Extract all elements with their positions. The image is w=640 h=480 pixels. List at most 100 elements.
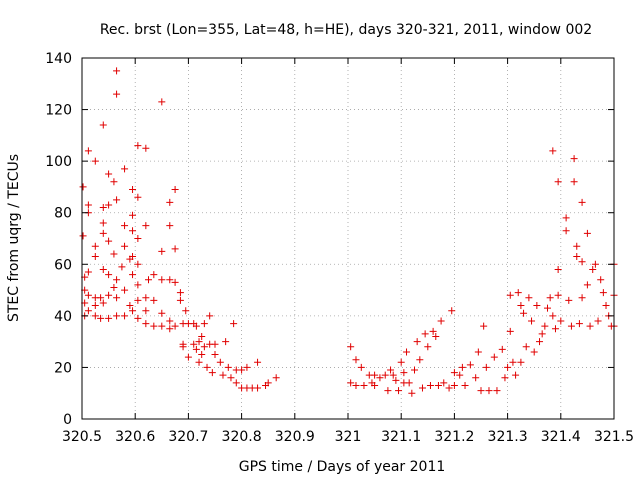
data-point [429,327,437,335]
data-point [509,358,517,366]
data-point [190,340,198,348]
data-point [536,338,544,346]
data-point [440,379,448,387]
data-point [392,376,400,384]
data-point [485,387,493,395]
data-point [192,322,200,330]
data-point [113,196,121,204]
data-point [150,296,158,304]
data-point [129,186,137,194]
data-point [583,229,591,237]
data-point [498,345,506,353]
data-point [546,294,554,302]
x-tick-label: 321.4 [541,429,581,445]
data-point [142,320,150,328]
data-point [142,294,150,302]
data-point [405,379,413,387]
y-tick-label: 40 [54,309,72,325]
data-point [91,302,99,310]
data-point [381,371,389,379]
data-point [591,260,599,268]
data-point [432,332,440,340]
data-point [501,374,509,382]
data-point [578,294,586,302]
data-point [105,237,113,245]
y-tick-label: 140 [45,51,72,67]
data-point [264,379,272,387]
data-point [272,374,280,382]
x-tick-label: 321 [335,429,362,445]
data-point [562,214,570,222]
data-point [421,330,429,338]
data-point [192,345,200,353]
data-point [599,289,607,297]
data-point [203,363,211,371]
data-point [254,358,262,366]
data-point [227,374,235,382]
data-point [129,253,137,261]
data-point [206,312,214,320]
data-point [84,147,92,155]
data-point [474,348,482,356]
data-point [110,250,118,258]
data-point [254,384,262,392]
data-point [418,384,426,392]
data-point [578,258,586,266]
data-point [544,304,551,312]
data-point [113,276,121,284]
data-point [176,296,184,304]
data-point [113,67,121,75]
data-point [506,291,514,299]
data-point [389,371,397,379]
data-point [594,317,602,325]
data-point [105,291,113,299]
data-point [211,351,219,359]
data-point [84,201,92,209]
data-point [408,389,416,397]
data-point [142,222,150,230]
data-point [184,353,192,361]
data-point [522,343,530,351]
data-point [347,343,355,351]
data-point [105,314,113,322]
data-point [179,343,187,351]
data-point [517,358,525,366]
y-tick-label: 80 [54,206,72,222]
data-point [222,338,230,346]
data-point [142,144,150,152]
data-point [134,281,142,289]
data-point [79,232,87,240]
data-point [195,338,203,346]
x-tick-label: 320.5 [62,429,102,445]
x-tick-label: 321.5 [594,429,634,445]
data-point [219,371,227,379]
data-point [573,253,581,261]
data-point [506,327,514,335]
data-point [360,381,368,389]
y-axis-label: STEC from uqrg / TECUs [6,154,22,322]
data-point [121,286,129,294]
data-point [118,263,126,271]
data-point [129,211,137,219]
data-point [198,351,206,359]
data-point [357,363,365,371]
data-point [113,312,121,320]
x-tick-label: 321.1 [381,429,421,445]
data-point [211,340,219,348]
data-point [466,361,474,369]
data-point [129,227,137,235]
data-point [450,369,458,377]
data-point [171,186,179,194]
data-point [450,381,458,389]
data-point [99,121,107,129]
data-point [232,379,240,387]
data-point [445,384,453,392]
data-point [134,142,142,150]
data-point [578,198,586,206]
data-point [99,204,107,212]
data-point [182,307,190,315]
data-point [79,183,87,191]
data-point [84,268,92,276]
data-point [551,325,559,333]
data-point [158,98,166,106]
